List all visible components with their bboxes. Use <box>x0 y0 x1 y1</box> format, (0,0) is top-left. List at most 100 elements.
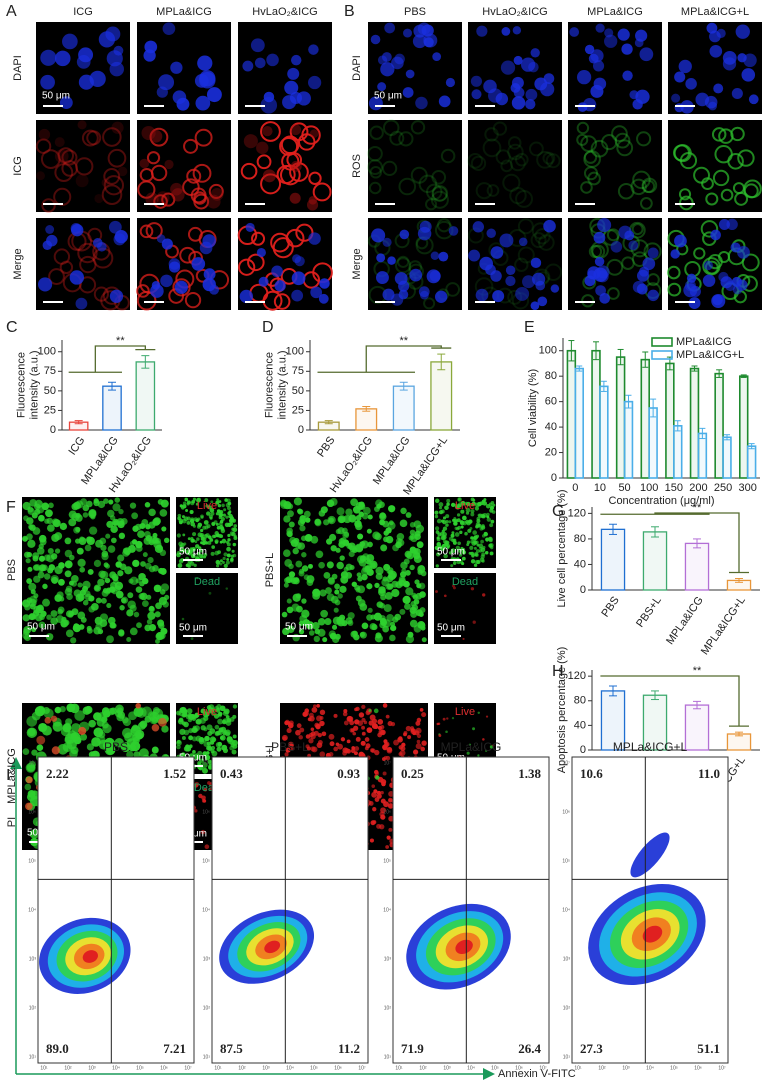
cell <box>438 506 443 510</box>
cell <box>104 737 115 748</box>
cell <box>469 526 473 530</box>
cell <box>286 728 292 734</box>
cell <box>314 628 321 635</box>
cell <box>492 121 508 136</box>
cell <box>136 622 142 629</box>
micrograph <box>238 22 332 114</box>
cell <box>284 559 293 567</box>
cell <box>215 559 220 565</box>
cell <box>743 183 759 199</box>
axis-tick-label: 10¹ <box>563 1054 571 1060</box>
cell <box>474 540 479 545</box>
cell <box>380 544 388 552</box>
cell <box>379 621 386 629</box>
cell <box>461 561 465 566</box>
cell <box>597 218 612 233</box>
cell <box>24 783 32 791</box>
cell <box>146 619 153 625</box>
y-tick-label: 100 <box>286 346 304 358</box>
quadrant-value: 89.0 <box>46 1041 69 1056</box>
cell <box>181 515 186 519</box>
axis-tick-label: 10² <box>29 1005 37 1011</box>
cell <box>227 533 231 538</box>
cell <box>414 530 421 537</box>
cell <box>387 256 396 265</box>
cell <box>385 845 390 849</box>
cell <box>69 270 85 285</box>
cell <box>111 121 124 134</box>
cell <box>47 547 54 555</box>
cell <box>128 711 137 721</box>
axis-tick-label: 10¹ <box>384 1054 392 1060</box>
quadrant-value: 87.5 <box>220 1041 243 1056</box>
cell <box>88 526 98 535</box>
cell <box>298 570 305 577</box>
axis-tick-label: 10² <box>238 1065 246 1071</box>
cell <box>333 607 339 613</box>
plot-title: PBS+L <box>271 740 309 754</box>
cell <box>398 177 417 196</box>
micrograph <box>667 218 762 310</box>
cell <box>139 748 149 759</box>
cell <box>333 713 338 718</box>
axis-tick-label: 10³ <box>29 956 37 962</box>
cell <box>321 731 327 737</box>
cell <box>405 587 414 596</box>
cell <box>416 541 424 549</box>
cell <box>390 721 396 727</box>
cell <box>360 740 366 746</box>
cell <box>343 566 349 572</box>
significance-label: ** <box>693 665 702 677</box>
cell <box>748 94 759 105</box>
cell <box>418 611 424 617</box>
cell <box>470 587 475 591</box>
cell <box>131 512 139 520</box>
cell <box>192 163 212 183</box>
column-header: MPLa&ICG <box>587 6 643 18</box>
cell <box>155 638 160 644</box>
cell <box>176 551 181 556</box>
cell <box>129 502 137 509</box>
cell <box>304 510 311 518</box>
cell <box>412 594 418 600</box>
cell <box>340 571 349 579</box>
cell <box>438 251 449 262</box>
cell <box>417 569 423 575</box>
cell <box>196 755 201 760</box>
cell <box>38 567 44 573</box>
cell <box>78 276 97 294</box>
cell <box>466 520 471 526</box>
cell <box>102 588 108 594</box>
quadrant-value: 27.3 <box>580 1041 603 1056</box>
cell <box>356 572 362 578</box>
cell <box>350 748 356 754</box>
cell <box>380 790 384 795</box>
micrograph <box>36 22 130 114</box>
cell <box>54 532 63 540</box>
cell <box>454 526 458 530</box>
cell <box>135 540 143 549</box>
quadrant-value: 0.93 <box>337 766 360 781</box>
axis-tick-label: 10⁶ <box>383 809 391 815</box>
row-label: ROS <box>351 154 363 178</box>
y-tick-label: 50 <box>292 385 304 397</box>
cell <box>211 521 216 526</box>
cell <box>36 171 45 181</box>
cell <box>374 724 379 730</box>
axis-tick-label: 10¹ <box>203 1054 211 1060</box>
cell <box>488 88 503 103</box>
cell <box>54 565 63 575</box>
cell <box>202 751 208 757</box>
cell <box>367 145 383 162</box>
cell <box>194 809 198 813</box>
cell <box>172 90 187 104</box>
micrograph-bg <box>568 120 662 212</box>
cell <box>153 194 168 209</box>
cell <box>667 265 681 280</box>
cell <box>378 729 385 735</box>
cell <box>171 188 185 202</box>
cell <box>310 535 319 544</box>
axis-tick-label: 10¹ <box>29 1054 37 1060</box>
cell <box>621 43 633 55</box>
cell <box>77 582 83 588</box>
